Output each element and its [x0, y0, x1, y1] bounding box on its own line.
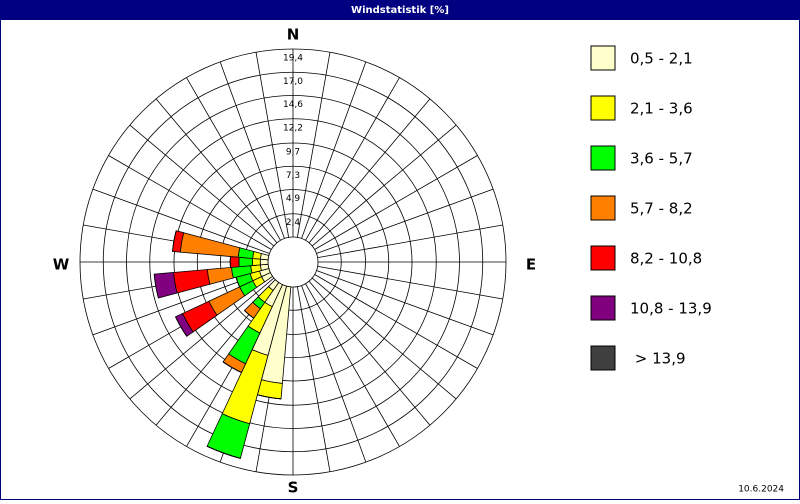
legend-swatch — [591, 346, 615, 370]
r-tick-label: 7,3 — [286, 171, 300, 181]
bar-segment — [252, 258, 260, 265]
r-tick-label: 14,6 — [283, 100, 303, 110]
legend-label: 8,2 - 10,8 — [630, 250, 702, 268]
r-tick-label: 4,9 — [286, 194, 301, 204]
legend-swatch — [591, 46, 615, 70]
legend-label: 2,1 - 3,6 — [630, 100, 693, 118]
compass-label: S — [288, 479, 299, 497]
date-label: 10.6.2024 — [738, 485, 784, 495]
bar-segment — [239, 257, 253, 266]
legend-label: 3,6 - 5,7 — [630, 150, 693, 168]
r-tick-label: 2,4 — [286, 218, 301, 228]
r-tick-label: 12,2 — [283, 123, 303, 133]
legend-label: 10,8 - 13,9 — [630, 300, 712, 318]
r-tick-label: 9,7 — [286, 148, 300, 158]
chart-title: Windstatistik [%] — [351, 5, 449, 16]
legend-swatch — [591, 246, 615, 270]
legend-label: 0,5 - 2,1 — [630, 50, 693, 68]
legend-label: 5,7 - 8,2 — [630, 200, 693, 218]
bar-segment — [230, 257, 239, 268]
compass-label: N — [287, 26, 300, 44]
compass-label: E — [526, 256, 536, 274]
legend-swatch — [591, 296, 615, 320]
legend-swatch — [591, 96, 615, 120]
legend-swatch — [591, 146, 615, 170]
legend-swatch — [591, 196, 615, 220]
compass-label: W — [53, 256, 70, 274]
r-tick-label: 19,4 — [283, 54, 303, 64]
r-tick-label: 17,0 — [283, 77, 303, 87]
legend-label: > 13,9 — [630, 350, 686, 368]
